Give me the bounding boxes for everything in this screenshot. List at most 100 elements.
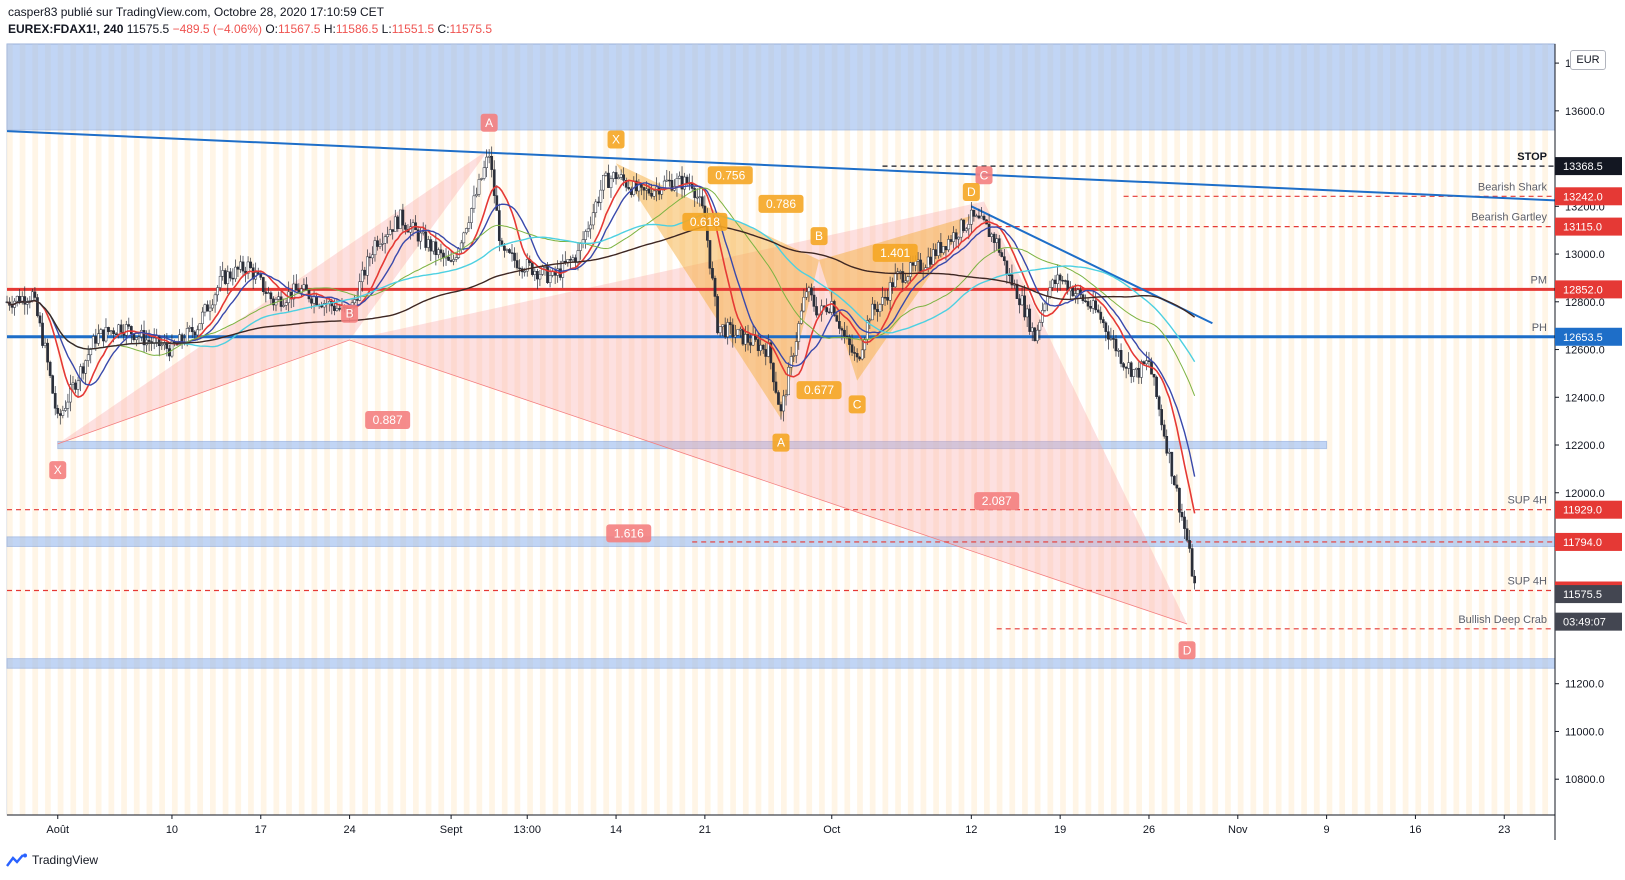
candle-body bbox=[284, 302, 288, 306]
session-stripe bbox=[159, 44, 165, 815]
price-tag-bg bbox=[1555, 500, 1622, 519]
candle-body bbox=[736, 329, 740, 336]
candle-body bbox=[1043, 303, 1047, 311]
gartley-point-label: B bbox=[815, 229, 823, 243]
tradingview-footer: TradingView bbox=[6, 853, 98, 867]
zone-rectangle bbox=[6, 43, 1556, 131]
candle-body bbox=[221, 270, 225, 277]
candle-body bbox=[835, 315, 839, 322]
candle-body bbox=[888, 282, 892, 301]
candle-body bbox=[1010, 274, 1014, 286]
candle-body bbox=[1172, 475, 1176, 486]
candle-body bbox=[1167, 451, 1171, 454]
candle-body bbox=[840, 328, 844, 331]
candle-body bbox=[508, 249, 511, 253]
candle-body bbox=[1155, 376, 1158, 397]
time-tick-label: 16 bbox=[1409, 824, 1421, 836]
candle-body bbox=[404, 224, 407, 230]
candle-body bbox=[977, 215, 981, 219]
candle-body bbox=[665, 179, 669, 182]
candle-body bbox=[94, 336, 98, 344]
candle-body bbox=[541, 266, 544, 275]
candle-body bbox=[213, 294, 217, 306]
price-tag: 11929.0 bbox=[1563, 505, 1602, 517]
candle-body bbox=[1104, 322, 1108, 332]
candle-body bbox=[112, 330, 115, 335]
candle-body bbox=[604, 172, 608, 176]
price-tick-label: 11000.0 bbox=[1565, 726, 1604, 738]
candle-body bbox=[1129, 362, 1133, 377]
candle-body bbox=[858, 356, 862, 360]
candle-body bbox=[782, 395, 785, 412]
tradingview-brand[interactable]: TradingView bbox=[32, 853, 99, 867]
candle-body bbox=[129, 326, 133, 334]
symbol-name[interactable]: EUREX:FDAX1!, 240 bbox=[8, 22, 124, 36]
gartley-point-label: C bbox=[853, 397, 862, 411]
candle-body bbox=[713, 277, 717, 297]
session-stripe bbox=[907, 44, 914, 815]
candle-body bbox=[338, 308, 341, 310]
candle-body bbox=[853, 352, 856, 354]
level-label: STOP bbox=[1517, 151, 1547, 163]
candle-body bbox=[48, 361, 52, 376]
gartley-point-label-bg bbox=[962, 182, 980, 201]
session-stripe bbox=[1491, 44, 1498, 815]
candle-body bbox=[180, 334, 184, 343]
candle-body bbox=[124, 324, 128, 336]
session-stripe bbox=[260, 44, 267, 815]
candle-body bbox=[1147, 360, 1151, 362]
candle-body bbox=[942, 246, 945, 253]
session-stripe bbox=[413, 44, 419, 815]
shark-point-label-bg bbox=[341, 304, 359, 323]
high-label: H: bbox=[323, 22, 336, 36]
session-stripe bbox=[1478, 44, 1485, 815]
session-stripe bbox=[1364, 44, 1371, 815]
candle-body bbox=[538, 274, 542, 280]
candle-body bbox=[378, 243, 382, 247]
session-stripe bbox=[362, 44, 368, 815]
candle-body bbox=[15, 296, 19, 302]
currency-button[interactable]: EUR bbox=[1570, 50, 1606, 70]
candle-body bbox=[388, 229, 392, 235]
session-stripe bbox=[920, 44, 927, 815]
candle-body bbox=[860, 349, 864, 360]
candle-body bbox=[419, 232, 422, 242]
candle-body bbox=[79, 366, 82, 382]
shark-triangle-bcd bbox=[349, 201, 1188, 625]
candle-body bbox=[891, 282, 895, 288]
session-stripe bbox=[590, 44, 597, 815]
shark-ratio-label-bg bbox=[974, 492, 1020, 511]
candle-body bbox=[645, 188, 648, 191]
time-tick-label: 23 bbox=[1498, 824, 1510, 836]
shark-point-label: D bbox=[1183, 643, 1192, 657]
candle-body bbox=[969, 209, 973, 225]
price-tag-bg bbox=[1555, 217, 1622, 236]
candle-body bbox=[462, 232, 466, 244]
session-stripe bbox=[70, 44, 77, 815]
candle-body bbox=[957, 236, 960, 240]
gartley-ratio-label: 1.401 bbox=[880, 246, 910, 260]
candle-body bbox=[510, 252, 514, 254]
price-tick-label: 12200.0 bbox=[1565, 440, 1605, 452]
candle-body bbox=[1094, 300, 1098, 311]
candle-body bbox=[505, 249, 509, 251]
session-stripe bbox=[831, 44, 838, 815]
tradingview-logo-icon bbox=[6, 853, 27, 867]
session-stripe bbox=[1288, 44, 1295, 815]
candle-body bbox=[437, 249, 440, 256]
session-stripe bbox=[7, 44, 13, 815]
candle-body bbox=[1096, 309, 1100, 313]
candle-body bbox=[1190, 548, 1194, 577]
candle-body bbox=[759, 344, 763, 351]
candle-body bbox=[992, 233, 996, 243]
candle-body bbox=[236, 266, 240, 270]
candle-body bbox=[1109, 338, 1113, 340]
session-stripe bbox=[577, 44, 584, 815]
session-stripe bbox=[742, 44, 749, 815]
candle-body bbox=[223, 270, 227, 284]
candle-body bbox=[586, 228, 590, 232]
candle-body bbox=[589, 224, 593, 230]
candle-body bbox=[188, 327, 192, 329]
candle-body bbox=[386, 234, 390, 238]
